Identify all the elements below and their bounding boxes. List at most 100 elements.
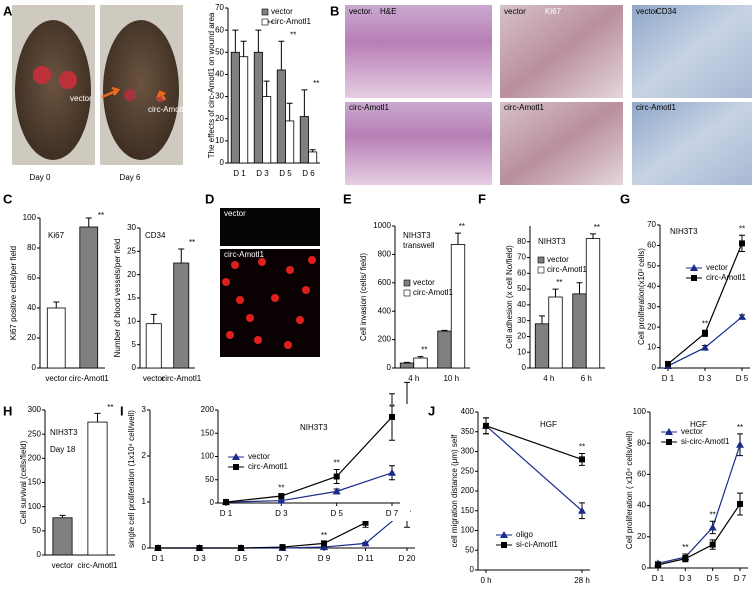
marker <box>690 264 698 271</box>
marker <box>233 464 239 470</box>
y-tick-label: 60 <box>27 273 36 282</box>
panel-letter: E <box>343 191 352 206</box>
x-tick-label: D 3 <box>256 169 269 178</box>
panel-letter: C <box>3 191 13 206</box>
y-tick-label: 5 <box>132 340 137 349</box>
significance: ** <box>189 238 195 247</box>
photo <box>345 102 492 185</box>
y-tick-label: 200 <box>378 335 392 344</box>
error-bar <box>178 248 185 263</box>
error-bar <box>404 361 410 364</box>
y-tick-label: 0 <box>220 158 225 167</box>
legend-swatch <box>537 266 545 274</box>
y-tick-label: 60 <box>647 241 656 250</box>
photo-caption: Day 0 <box>30 173 51 182</box>
spot <box>246 314 254 322</box>
y-axis-label: single cell proliferation (1x10⁴ cell/we… <box>127 410 136 548</box>
x-tick-label: 0 h <box>480 576 491 585</box>
y-tick-label: 0 <box>132 363 137 372</box>
fluorescence <box>222 256 316 349</box>
annotation: HGF <box>690 420 707 429</box>
legend-label: vector <box>271 7 293 16</box>
legend-label: vector <box>706 263 728 272</box>
y-tick-label: 1 <box>142 497 147 506</box>
photo-caption: circ-Amotl1 <box>148 105 189 114</box>
y-axis-label: The effects of circ-Amotl1 on wound area <box>207 12 216 158</box>
y-tick-label: 60 <box>637 470 646 479</box>
bar <box>548 296 563 369</box>
significance: ** <box>579 443 585 452</box>
marker <box>666 439 672 445</box>
marker <box>333 473 340 480</box>
y-tick-label: 40 <box>517 300 526 309</box>
marker <box>737 501 743 508</box>
significance: ** <box>321 531 327 540</box>
marker <box>501 542 507 548</box>
x-tick-label: D 9 <box>318 554 331 563</box>
bar <box>308 151 318 164</box>
line <box>657 444 741 564</box>
y-tick-label: 40 <box>27 303 36 312</box>
y-tick-label: 50 <box>647 261 656 270</box>
marker <box>155 545 161 551</box>
error-bar <box>590 233 596 239</box>
x-tick-label: circ-Amotl1 <box>77 561 118 570</box>
legend-label: circ-Amotl1 <box>413 288 454 297</box>
y-tick-label: 50 <box>205 475 214 484</box>
marker <box>665 428 673 435</box>
spot <box>226 331 234 339</box>
marker <box>223 499 229 506</box>
x-tick-label: D 1 <box>662 374 675 383</box>
y-tick-label: 20 <box>647 322 656 331</box>
x-tick-label: D 5 <box>706 574 719 583</box>
error-bar <box>85 217 92 227</box>
marker <box>709 541 716 548</box>
error-bar <box>552 288 559 297</box>
photo-caption: circ-Amotl1 <box>636 103 677 112</box>
photo <box>220 208 320 246</box>
y-tick-label: 600 <box>378 278 392 287</box>
spot <box>296 316 304 324</box>
y-tick-label: 40 <box>647 281 656 290</box>
marker <box>332 487 341 495</box>
legend-label: si-ci-Amotl1 <box>516 540 558 549</box>
annotation: NIH3T3 <box>50 428 78 437</box>
annotation: HGF <box>540 420 557 429</box>
y-tick-label: 200 <box>28 453 42 462</box>
photo <box>345 5 492 98</box>
legend-swatch <box>403 279 411 287</box>
photo <box>15 20 91 160</box>
y-tick-label: 100 <box>633 407 647 416</box>
y-tick-label: 0 <box>652 363 657 372</box>
x-tick-label: D 5 <box>736 374 749 383</box>
y-tick-label: 350 <box>461 427 475 436</box>
wound <box>33 66 51 84</box>
x-tick-label: vector <box>45 374 67 383</box>
spot <box>236 296 244 304</box>
photo-caption: circ-Amotl1 <box>224 250 265 259</box>
wound <box>124 89 136 101</box>
annotation: Day 18 <box>50 445 76 454</box>
legend-label: vector <box>681 427 703 436</box>
significance: ** <box>594 223 600 232</box>
y-tick-label: 10 <box>517 347 526 356</box>
marker <box>279 544 286 551</box>
marker <box>682 555 689 562</box>
error-bar <box>286 102 293 121</box>
y-tick-label: 0 <box>32 363 37 372</box>
y-tick-label: 30 <box>127 223 136 232</box>
marker <box>579 456 585 463</box>
error-bar <box>417 356 424 359</box>
marker <box>738 312 746 320</box>
error-bar <box>94 412 101 423</box>
marker <box>361 539 370 547</box>
x-tick-label: D 3 <box>679 574 692 583</box>
annotation: NIH3T3 <box>300 423 328 432</box>
bar <box>285 120 295 164</box>
y-tick-label: 100 <box>28 502 42 511</box>
x-tick-label: D 11 <box>357 554 374 563</box>
y-tick-label: 70 <box>517 253 526 262</box>
photo <box>632 102 752 185</box>
y-tick-label: 25 <box>127 246 136 255</box>
panel-letter: A <box>3 3 13 18</box>
